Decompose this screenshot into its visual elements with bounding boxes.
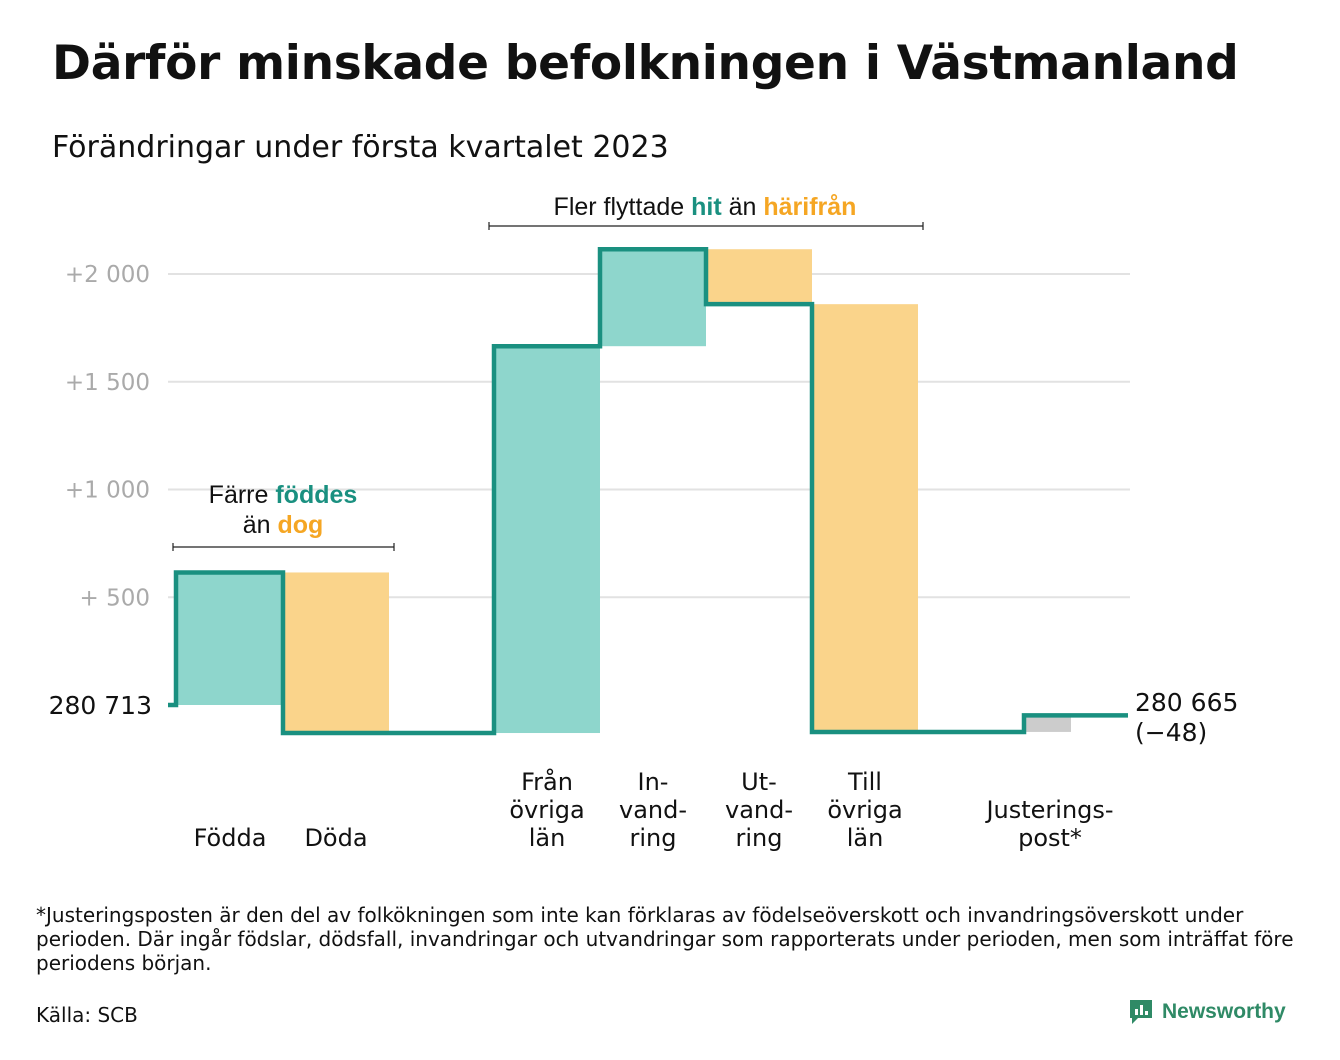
births-annotation-line2: än dog — [243, 511, 324, 539]
page-title: Därför minskade befolkningen i Västmanla… — [52, 36, 1239, 91]
page-subtitle: Förändringar under första kvartalet 2023 — [52, 130, 669, 165]
y-tick-label: +2 000 — [65, 262, 150, 288]
waterfall-bar — [706, 249, 812, 305]
brand-name: Newsworthy — [1162, 1000, 1286, 1023]
category-label: Justerings- — [984, 796, 1113, 824]
source-label: Källa: SCB — [36, 1003, 138, 1027]
category-label: post* — [1018, 824, 1082, 852]
category-label: Till — [847, 768, 882, 796]
net-change-label: (−48) — [1135, 718, 1207, 747]
y-tick-label: +1 000 — [65, 478, 150, 504]
category-label: vand- — [725, 796, 793, 824]
category-label: vand- — [619, 796, 687, 824]
y-tick-label: +1 500 — [65, 370, 150, 396]
start-value-label: 280 713 — [49, 691, 152, 720]
y-tick-label: + 500 — [80, 585, 150, 611]
category-label: ring — [736, 824, 783, 852]
waterfall-bar — [812, 304, 918, 732]
waterfall-bar — [494, 346, 600, 734]
cumulative-step-line — [168, 246, 1128, 736]
category-label: ring — [630, 824, 677, 852]
waterfall-bar — [176, 572, 282, 705]
category-label: Födda — [194, 824, 267, 852]
category-label: Döda — [304, 824, 367, 852]
category-label: In- — [638, 768, 669, 796]
births-annotation-line1: Färre föddes — [209, 481, 358, 509]
category-label: Från — [521, 767, 573, 796]
migration-annotation: Fler flyttade hit än härifrån — [554, 193, 857, 221]
category-label: län — [529, 824, 566, 852]
waterfall-bar — [283, 572, 389, 734]
waterfall-bar — [600, 249, 706, 347]
category-label: övriga — [827, 796, 902, 824]
waterfall-bar — [1024, 715, 1071, 732]
waterfall-chart: + 500 +1 000 +1 500 +2 000 280 713 280 665(−4… — [49, 193, 1239, 852]
category-label: övriga — [509, 796, 584, 824]
newsworthy-logo-icon — [1130, 1000, 1152, 1024]
category-label: län — [847, 824, 884, 852]
end-value-label: 280 665 — [1135, 688, 1238, 717]
brand-logo[interactable]: Newsworthy — [1128, 998, 1286, 1026]
category-label: Ut- — [741, 768, 777, 796]
footnote: *Justeringsposten är den del av folkökni… — [36, 903, 1294, 975]
